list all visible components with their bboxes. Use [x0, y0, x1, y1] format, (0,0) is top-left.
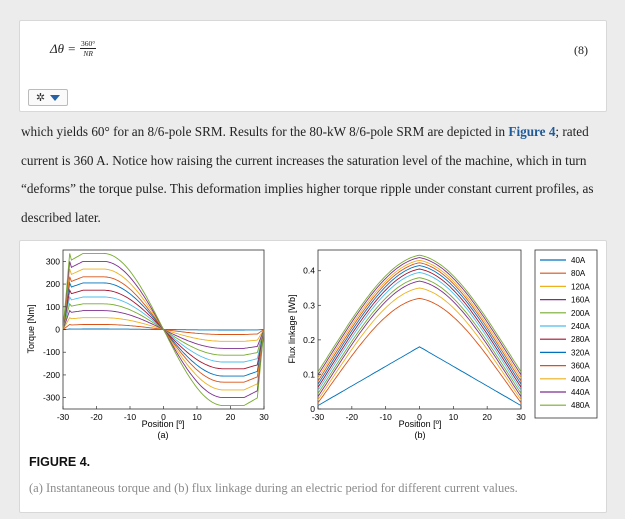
equation-lhs: Δθ =: [50, 40, 77, 56]
legend-label: 160A: [571, 296, 590, 305]
legend-label: 200A: [571, 309, 590, 318]
flux-panel-label: (b): [415, 430, 426, 440]
flux-series-line: [317, 297, 522, 404]
paragraph-text-continued: ; rated current is 360 A. Notice how rai…: [21, 124, 594, 225]
figure-label: FIGURE 4.: [29, 455, 91, 469]
flux-x-tick-label: 30: [516, 412, 526, 422]
legend-label: 320A: [571, 348, 590, 357]
legend-label: 400A: [571, 375, 590, 384]
figure-4-link[interactable]: Figure 4: [508, 124, 556, 139]
flux-y-tick-label: 0.1: [303, 369, 315, 379]
equation-fraction: 360° NR: [80, 39, 97, 58]
legend-label: 80A: [571, 269, 586, 278]
legend-label: 280A: [571, 335, 590, 344]
torque-panel-label: (a): [158, 430, 169, 440]
flux-chart: -30 -20 -10 0 10 20 30 0.4 0.3 0.2 0.1 0 Position […: [287, 249, 526, 440]
gear-icon: ✲: [35, 91, 46, 104]
flux-series-line: [317, 254, 522, 372]
torque-y-tick-label: -300: [43, 393, 60, 403]
flux-series-line: [317, 257, 522, 376]
chevron-down-icon: [50, 94, 61, 101]
fraction-numerator: 360°: [80, 39, 97, 49]
torque-y-tick-label: 100: [46, 302, 60, 312]
torque-x-tick-label: 20: [226, 412, 236, 422]
flux-series-line: [317, 272, 522, 391]
legend-box: [534, 249, 598, 419]
equation-number: (8): [574, 43, 588, 57]
legend-label: 240A: [571, 322, 590, 331]
flux-x-tick-label: -30: [312, 412, 325, 422]
body-paragraph: which yields 60° for an 8/6-pole SRM. Re…: [21, 118, 611, 232]
torque-y-tick-label: 300: [46, 256, 60, 266]
torque-y-label: Torque [Nm]: [26, 304, 36, 353]
flux-series-line: [317, 277, 522, 394]
torque-x-tick-label: 10: [192, 412, 202, 422]
flux-series-line: [317, 259, 522, 379]
paragraph-text: which yields 60° for an 8/6-pole SRM. Re…: [21, 124, 509, 139]
torque-y-tick-label: 0: [55, 325, 60, 335]
figure-caption: (a) Instantaneous torque and (b) flux li…: [29, 481, 518, 495]
figure-box: -30 -20 -10 0 10 20 30 300 200 100 0 -100 -200 -300 P…: [19, 240, 607, 513]
legend-label: 440A: [571, 388, 590, 397]
flux-y-label: Flux linkage [Wb]: [287, 294, 297, 363]
flux-series-line: [317, 287, 522, 400]
flux-series-line: [317, 262, 522, 382]
flux-y-tick-label: 0.4: [303, 266, 315, 276]
torque-x-tick-label: 0: [161, 412, 166, 422]
flux-series-line: [317, 268, 522, 388]
flux-x-tick-label: -20: [346, 412, 359, 422]
equation-box: Δθ = 360° NR (8) ✲: [19, 20, 607, 112]
torque-x-tick-label: -10: [124, 412, 137, 422]
flux-x-tick-label: 0: [417, 412, 422, 422]
flux-series-line: [317, 280, 522, 397]
flux-plot-area: [317, 249, 522, 410]
torque-x-label: Position [º]: [142, 419, 185, 429]
torque-y-tick-label: -200: [43, 370, 60, 380]
flux-x-tick-label: -10: [380, 412, 393, 422]
torque-y-tick-label: 200: [46, 279, 60, 289]
legend-label: 480A: [571, 401, 590, 410]
torque-x-tick-label: -30: [57, 412, 70, 422]
torque-x-tick-label: -20: [90, 412, 103, 422]
fraction-denominator: NR: [83, 49, 93, 58]
torque-x-tick-label: 30: [259, 412, 269, 422]
flux-y-tick-label: 0.3: [303, 300, 315, 310]
legend-label: 120A: [571, 282, 590, 291]
flux-x-label: Position [º]: [399, 419, 442, 429]
flux-y-tick-label: 0.2: [303, 335, 315, 345]
flux-series-line: [317, 346, 522, 406]
torque-series-line: [62, 252, 265, 407]
legend-label: 40A: [571, 256, 586, 265]
legend-label: 360A: [571, 362, 590, 371]
flux-series-line: [317, 265, 522, 385]
flux-x-tick-label: 10: [449, 412, 459, 422]
math-tools-button[interactable]: ✲: [28, 89, 68, 106]
equation: Δθ = 360° NR: [50, 39, 97, 58]
torque-y-tick-label: -100: [43, 347, 60, 357]
chart-legend: 40A 80A 120A 160A 200A 240A 280A 320A 360A 400A 44…: [534, 249, 598, 419]
flux-y-tick-label: 0: [310, 404, 315, 414]
flux-x-tick-label: 20: [482, 412, 492, 422]
